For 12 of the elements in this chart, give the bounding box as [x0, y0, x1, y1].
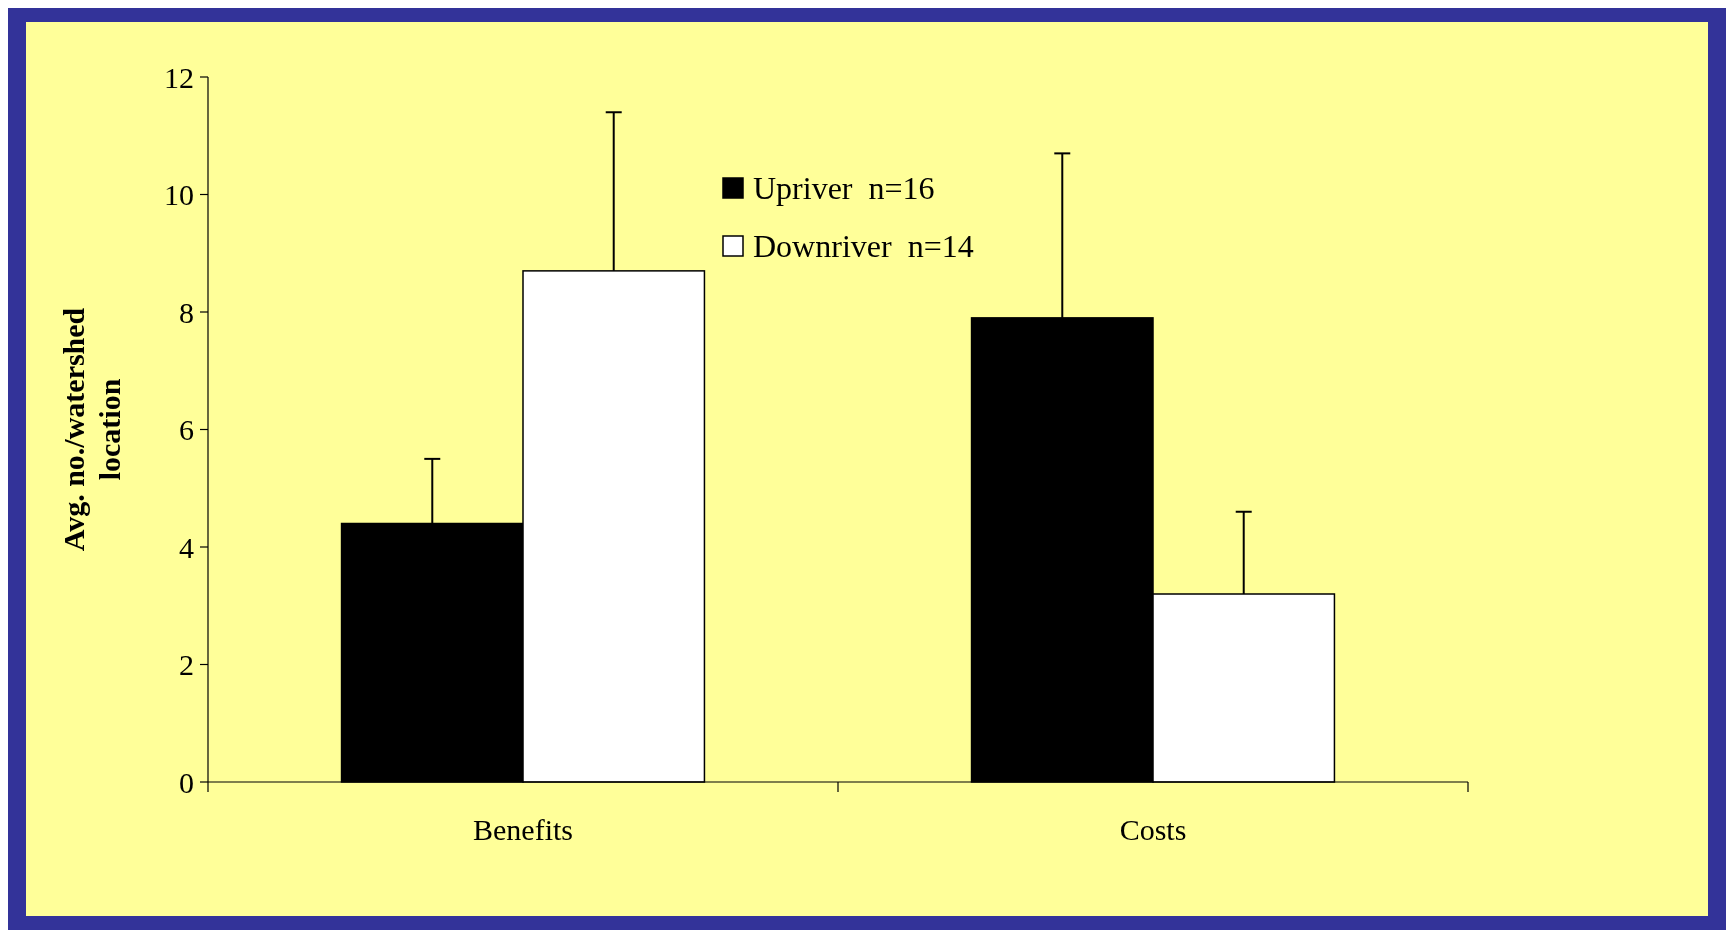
- x-tick-label: Costs: [1119, 813, 1187, 846]
- legend-label: Downriver n=14: [753, 228, 974, 265]
- y-tick-label: 10: [164, 178, 194, 211]
- y-tick-label: 8: [179, 295, 194, 329]
- y-tick-label: 12: [164, 60, 194, 94]
- legend-label: Upriver n=16: [753, 170, 935, 207]
- y-axis-title: Avg. no./watershed location: [57, 307, 126, 552]
- y-tick-label: 4: [179, 530, 194, 564]
- y-tick-label: 2: [179, 648, 194, 681]
- y-tick-label: 0: [179, 765, 194, 799]
- y-tick-label: 6: [179, 413, 194, 446]
- x-tick-label: Benefits: [473, 813, 573, 846]
